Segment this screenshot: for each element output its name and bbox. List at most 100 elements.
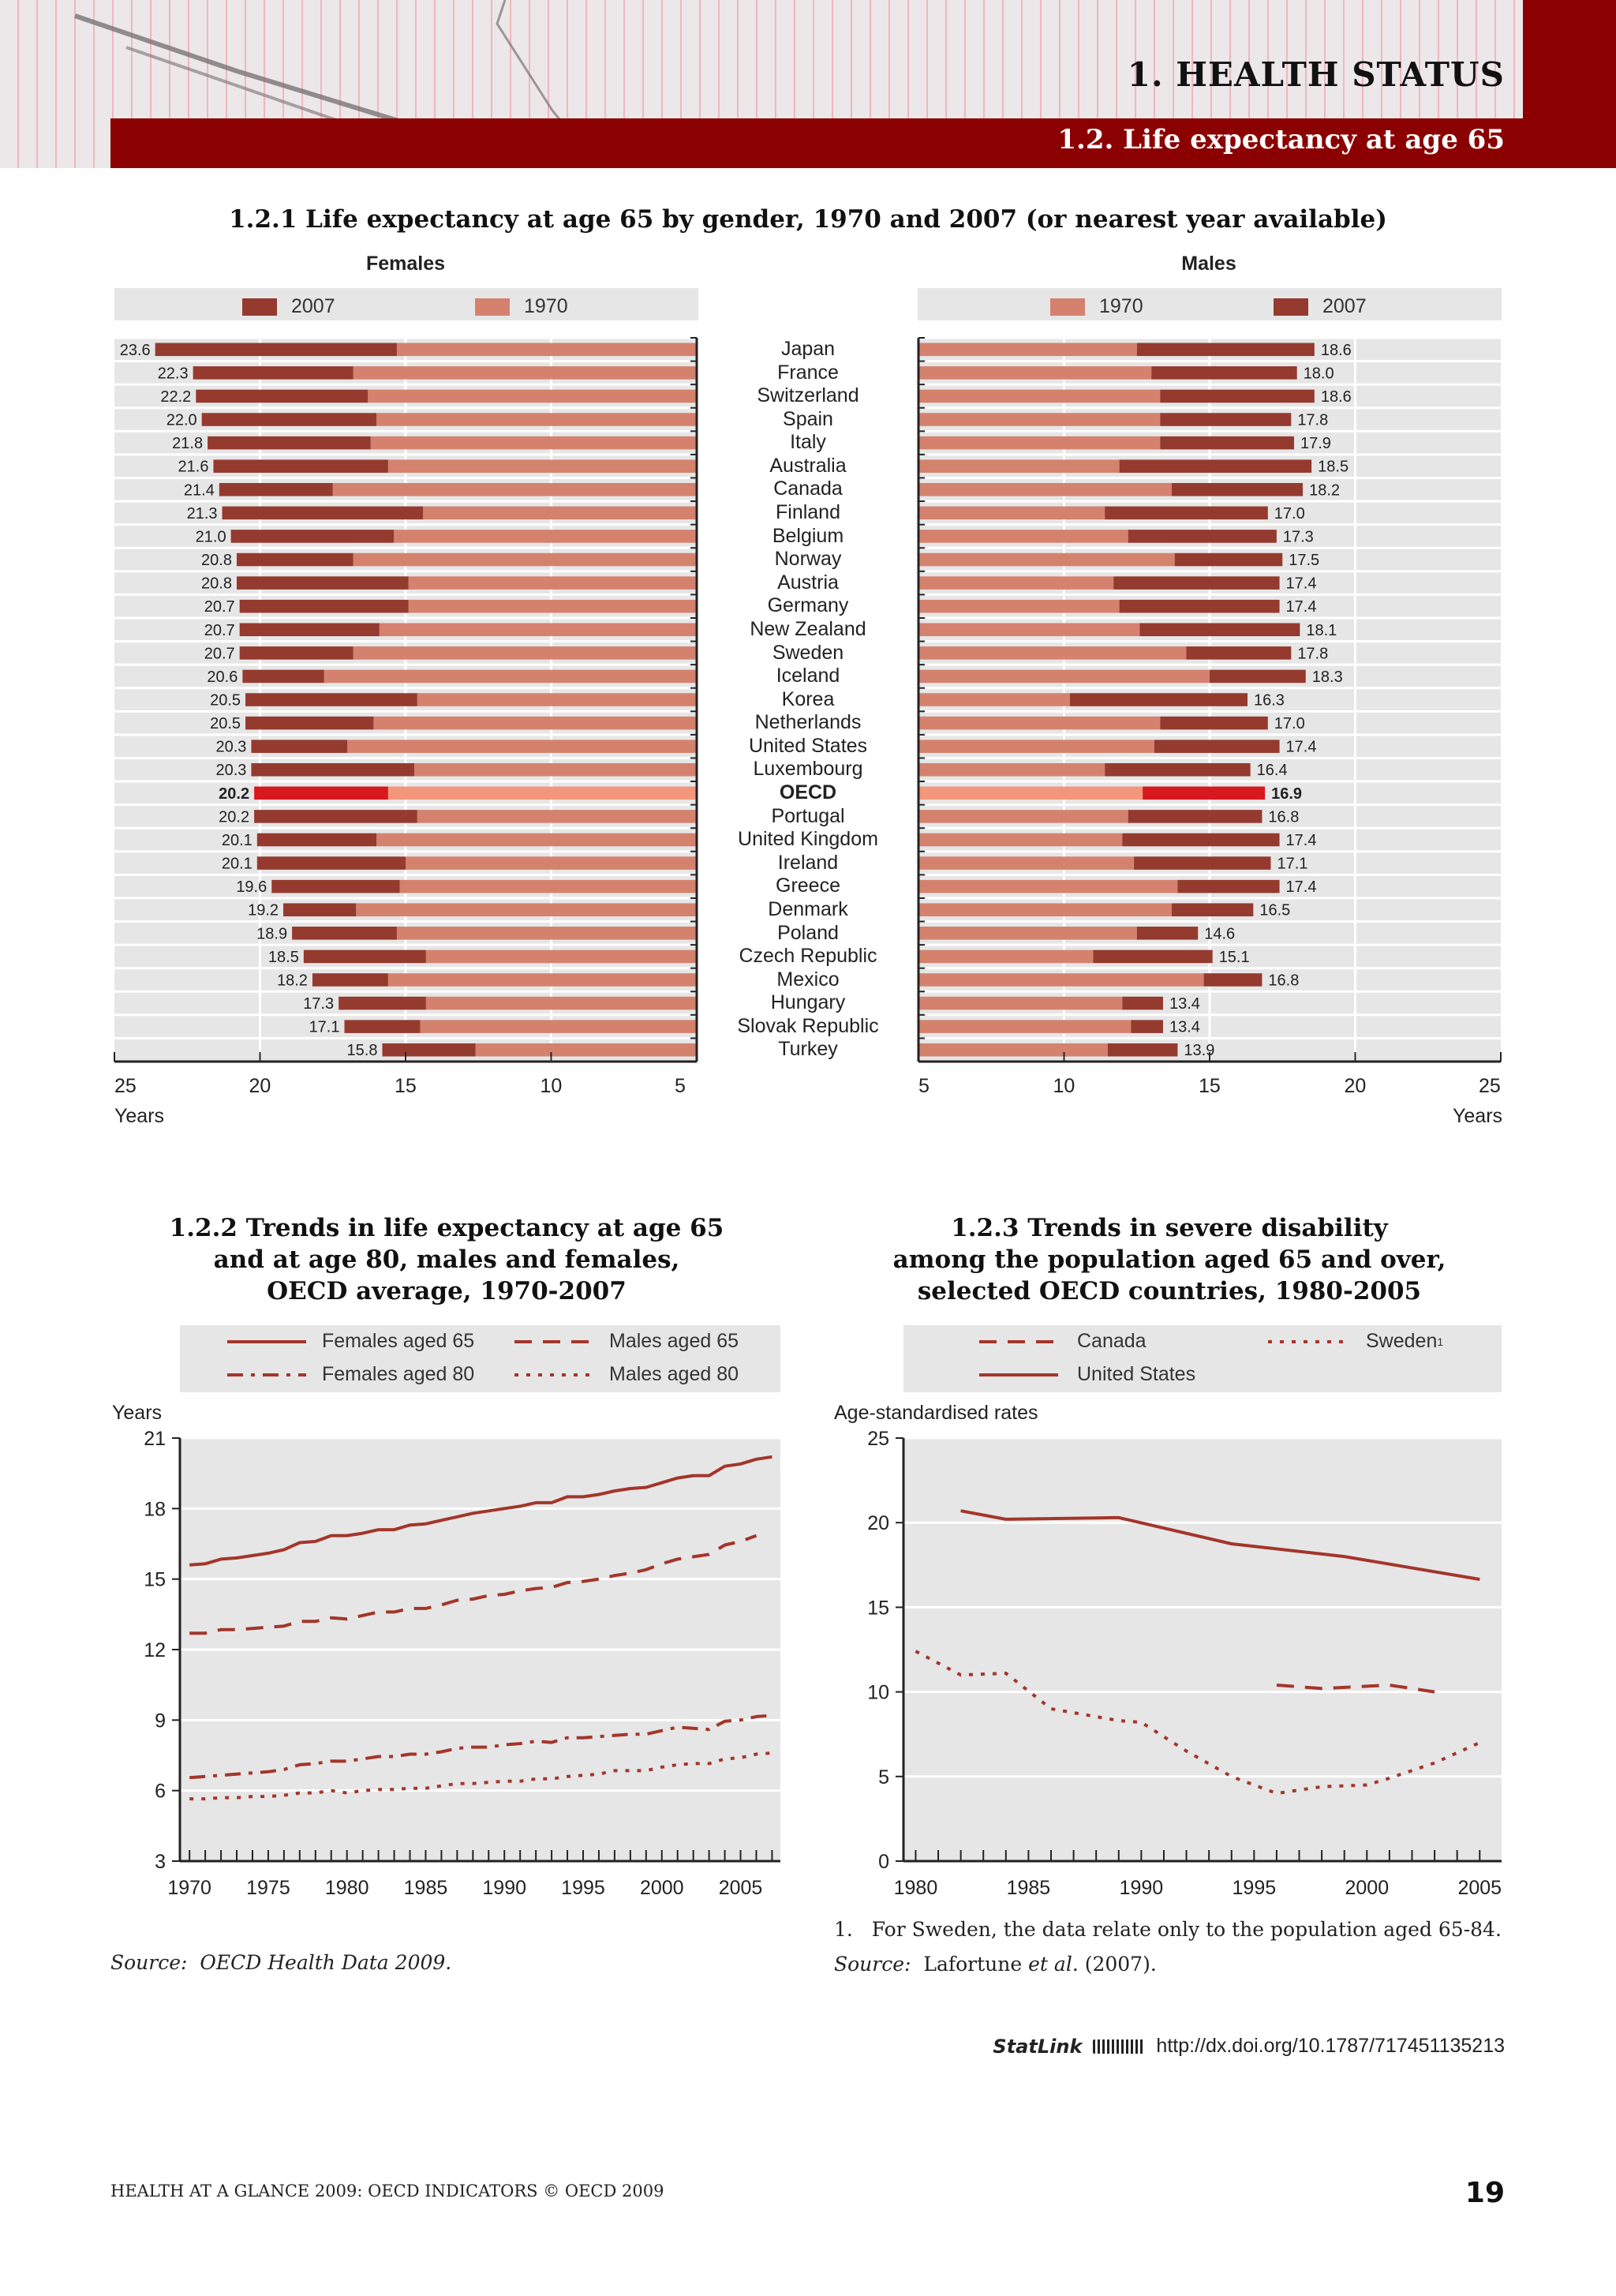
legend-item-united-states: United States [979,1363,1195,1386]
country-label: Mexico [776,968,840,991]
legend-label: 1970 [524,295,568,317]
x-tick-label: 25 [1479,1075,1501,1097]
males-bar-chart: 18.618.018.617.817.918.518.217.017.317.5… [917,337,1502,1063]
figure3-title: 1.2.3 Trends in severe disability among … [854,1212,1485,1307]
data-label: 18.6 [1321,342,1352,359]
bar-1970-sweden [353,646,697,660]
data-label: 20.1 [222,832,252,849]
data-label: 20.2 [219,808,249,826]
bar-1970-czech-republic [918,949,1094,964]
bar-1970-new-zealand [379,623,697,637]
bar-1970-portugal [417,810,697,823]
females-panel-title: Females [365,253,446,275]
country-label: Turkey [778,1038,838,1061]
country-label: Ireland [777,851,839,874]
statlink-url-link[interactable]: http://dx.doi.org/10.1787/717451135213 [1156,2035,1505,2057]
data-label: 17.4 [1286,598,1317,616]
bar-2007-united-states [251,740,348,753]
country-label: Belgium [772,524,844,547]
data-label: 15.1 [1219,949,1250,966]
legend-item-females-80: Females aged 80 [227,1363,474,1386]
x-tick-label: 1985 [404,1877,448,1899]
legend-swatch [1274,298,1308,316]
legend-item-1970: 1970 [1050,295,1143,318]
bar-1970-greece [399,879,697,893]
x-tick-label: 1975 [246,1877,290,1899]
data-label: 20.8 [201,552,232,569]
bar-1970-korea [417,693,697,706]
data-label: 18.6 [1321,388,1352,406]
bar-1970-united-states [347,740,697,753]
country-label: Austria [777,571,839,594]
legend-label: Females aged 65 [322,1330,475,1352]
bar-2007-germany [239,599,409,613]
data-label: 16.4 [1257,762,1288,779]
legend-swatch [475,298,510,316]
data-label: 22.2 [160,388,191,406]
bar-2007-poland [292,927,397,940]
figure3-y-axis-label: Age-standardised rates [834,1402,1038,1424]
footnote-number: 1. [834,1918,853,1941]
bar-2007-hungary [1122,996,1163,1010]
legend-swatch [242,298,277,316]
data-label: 17.4 [1286,739,1317,756]
bar-2007-netherlands [1160,716,1268,730]
data-label: 17.9 [1300,435,1331,452]
country-label: Canada [773,478,843,500]
data-label: 17.1 [1277,856,1307,873]
source-text: (2007). [1078,1953,1157,1976]
bar-1970-united-kingdom [376,833,697,847]
bar-2007-slovak-republic [344,1020,421,1033]
data-label: 20.3 [215,762,246,779]
bar-1970-finland [423,506,697,520]
bar-2007-canada [1172,482,1304,496]
data-label: 16.3 [1254,692,1285,710]
bar-2007-japan [1136,343,1315,357]
data-label: 17.8 [1297,412,1328,429]
bar-1970-oecd [918,786,1143,800]
country-label: Sweden [772,641,844,664]
legend-item-canada: Canada [979,1330,1147,1353]
y-tick-label: 21 [144,1428,166,1450]
country-label: Iceland [776,665,840,687]
x-tick-label: 15 [1199,1075,1221,1097]
y-tick-label: 15 [867,1597,889,1619]
x-tick-label: 15 [395,1075,417,1097]
title-line: among the population aged 65 and over, [892,1245,1446,1274]
figure2-title: 1.2.2 Trends in life expectancy at age 6… [131,1212,762,1307]
bar-1970-oecd [387,786,697,800]
data-label: 21.8 [172,435,203,452]
bar-1970-switzerland [918,389,1161,403]
bar-2007-greece [1177,879,1280,893]
bar-1970-new-zealand [918,623,1140,637]
bar-1970-germany [408,599,697,613]
y-tick-label: 25 [867,1428,889,1450]
legend-line-dashed [979,1339,1058,1343]
bar-1970-sweden [918,646,1187,660]
bar-2007-france [193,366,354,380]
data-label: 17.4 [1286,575,1317,593]
legend-label: 2007 [291,295,335,317]
source-text: OECD Health Data 2009. [200,1951,452,1974]
data-label: 22.3 [158,365,189,382]
bar-2007-united-kingdom [256,833,377,847]
legend-label: Females aged 80 [322,1363,475,1385]
data-label: 21.6 [178,459,209,476]
bar-2007-austria [236,576,409,590]
title-line: selected OECD countries, 1980-2005 [917,1277,1422,1305]
figure3-line-chart: 0 5 10 15 20 25 1980 1985 1990 1995 2000 2005 [867,1428,1502,1899]
x-tick-label: 10 [1053,1075,1075,1097]
x-tick-label: 1995 [1233,1877,1277,1899]
footnote-text: For Sweden, the data relate only to the … [871,1918,1502,1941]
footnote-marker: 1 [1437,1335,1444,1348]
data-label: 15.8 [347,1042,378,1059]
data-label: 20.1 [222,856,252,873]
legend-item-sweden: Sweden 1 [1268,1330,1443,1353]
data-label: 18.5 [268,949,299,966]
country-label: Switzerland [757,384,859,407]
bar-1970-australia [918,459,1120,473]
header-accent-block [1523,0,1616,118]
title-line: and at age 80, males and females, [213,1245,680,1274]
bar-1970-denmark [356,903,697,917]
country-label: Poland [777,921,839,944]
